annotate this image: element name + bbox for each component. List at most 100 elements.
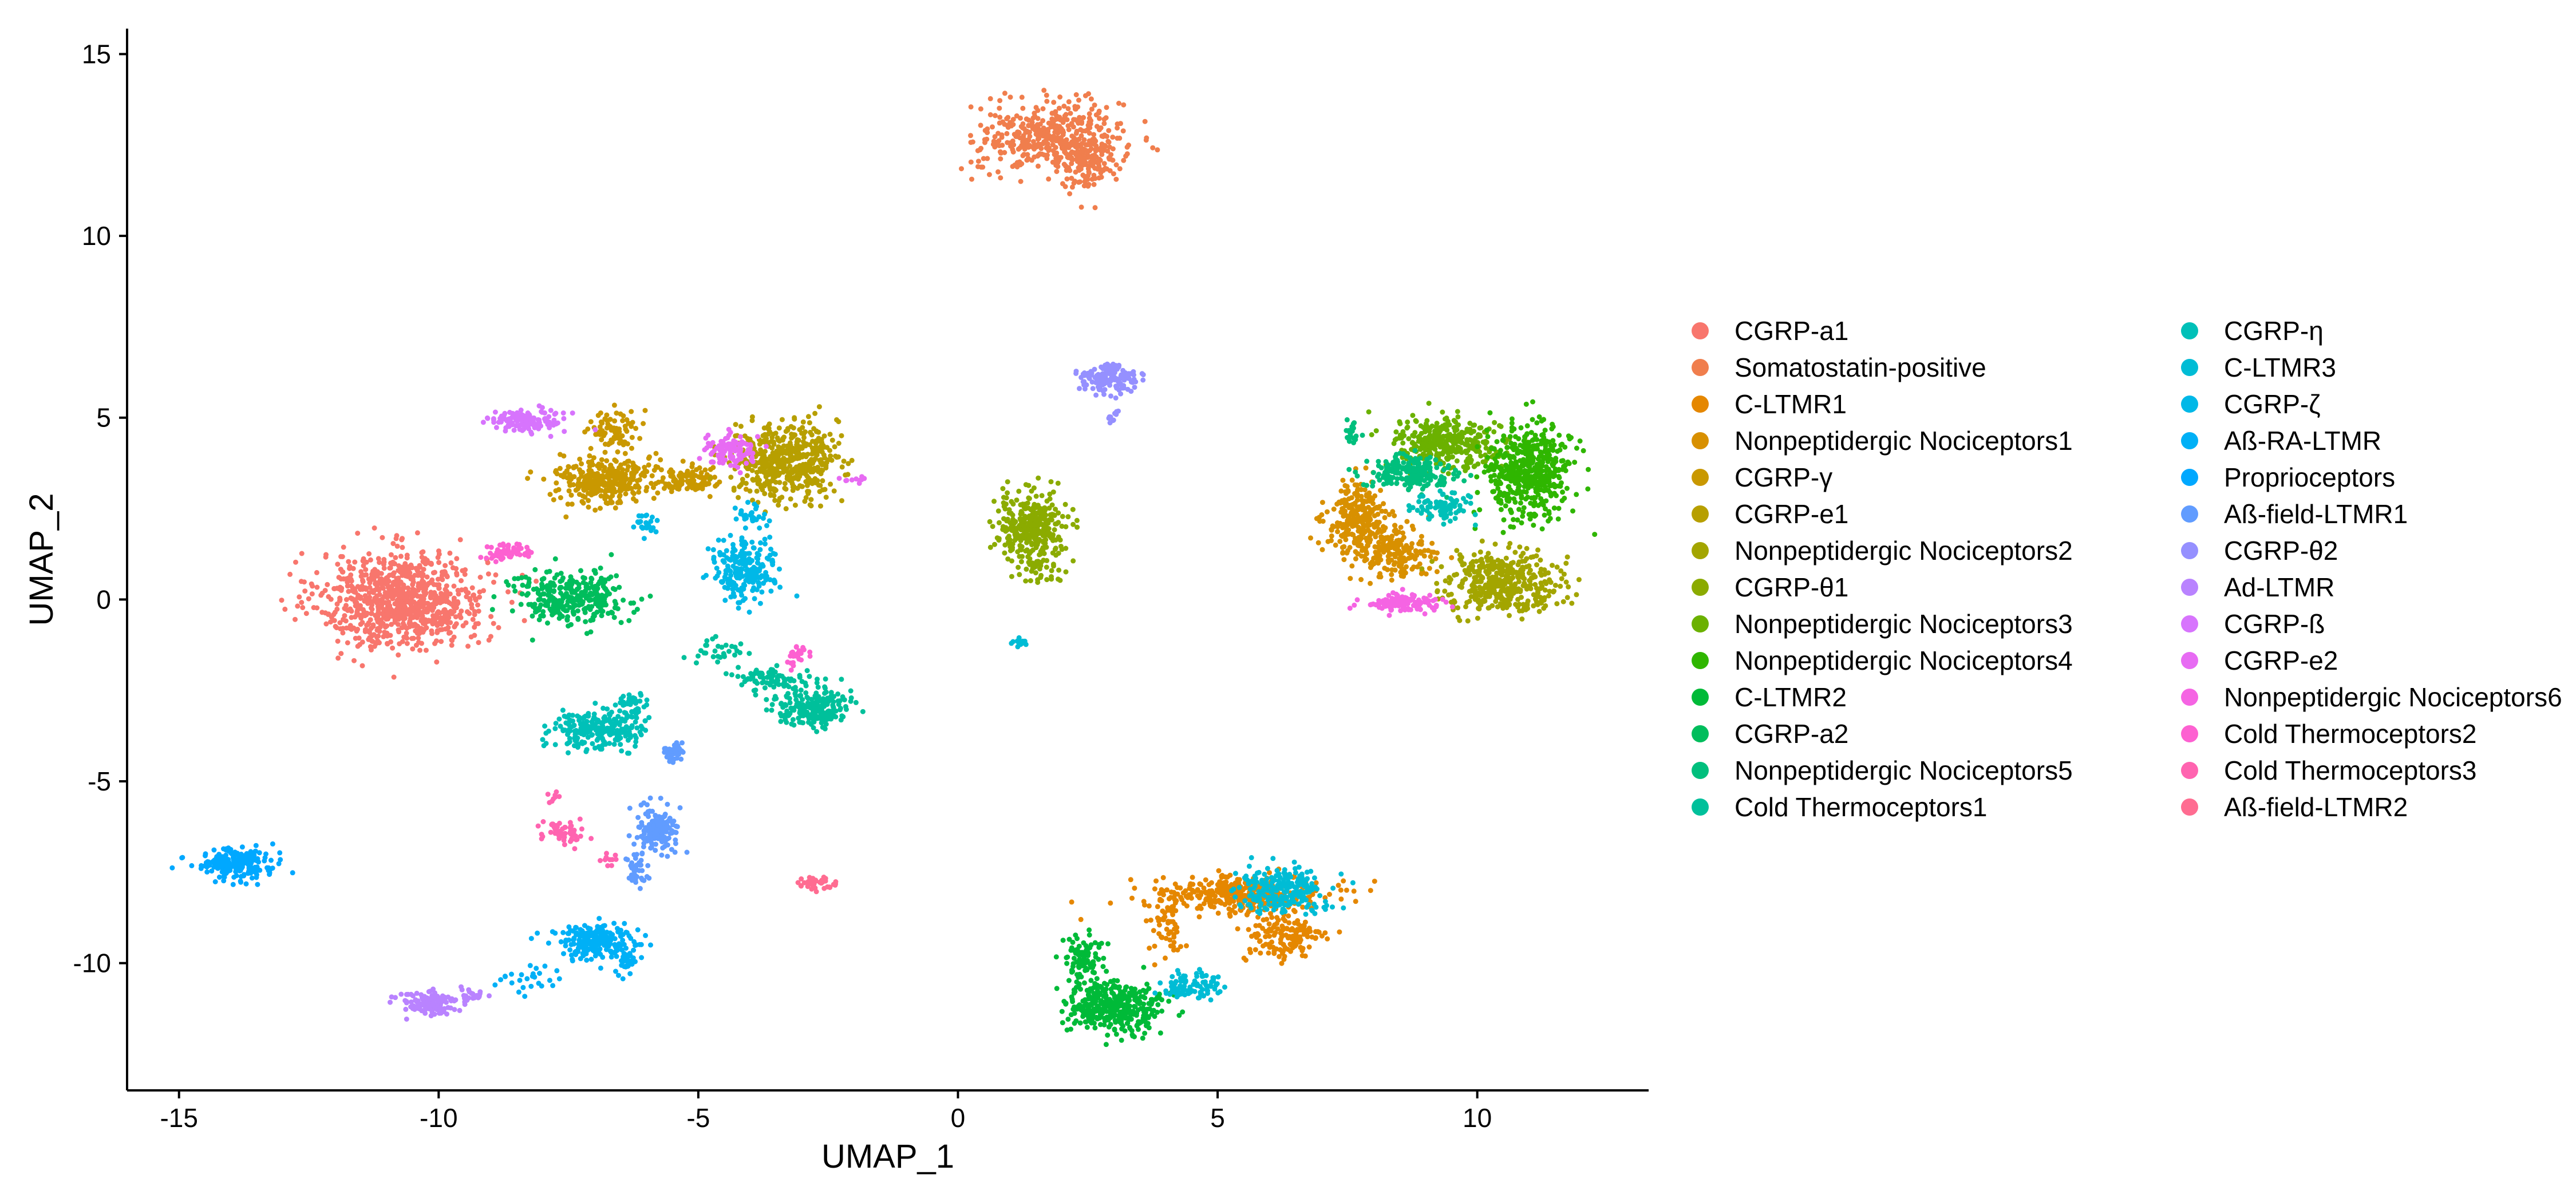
data-point	[1558, 480, 1564, 486]
data-point	[1447, 454, 1453, 460]
data-point	[1469, 583, 1475, 588]
data-point	[1026, 483, 1032, 488]
data-point	[297, 594, 302, 600]
data-point	[1267, 943, 1273, 949]
data-point	[370, 624, 376, 629]
data-point	[1066, 165, 1072, 171]
data-point	[1564, 485, 1570, 491]
data-point	[642, 408, 648, 413]
data-point	[1477, 432, 1483, 438]
data-point	[633, 498, 639, 504]
data-point	[1107, 168, 1113, 173]
data-point	[754, 488, 760, 494]
data-point	[1217, 879, 1223, 885]
data-point	[762, 456, 767, 461]
data-point	[1279, 923, 1285, 929]
data-point	[1089, 106, 1095, 112]
data-point	[1113, 162, 1119, 168]
data-point	[1160, 875, 1166, 880]
data-point	[1401, 535, 1406, 540]
data-point	[1354, 507, 1360, 513]
data-point	[1070, 521, 1076, 527]
data-point	[1056, 551, 1061, 556]
data-point	[799, 430, 804, 436]
data-point	[565, 501, 571, 507]
data-point	[1465, 618, 1471, 624]
data-point	[1183, 888, 1188, 893]
data-point	[1155, 147, 1160, 153]
data-point	[1362, 487, 1368, 493]
data-point	[1035, 519, 1041, 524]
data-point	[1086, 131, 1092, 136]
data-point	[1540, 597, 1546, 603]
data-point	[1340, 506, 1345, 512]
data-point	[1157, 891, 1163, 896]
data-point	[1288, 927, 1293, 933]
data-point	[473, 621, 479, 627]
data-point	[421, 627, 426, 632]
data-point	[1459, 555, 1464, 560]
data-point	[1018, 511, 1024, 517]
data-point	[1168, 895, 1174, 900]
data-point	[397, 567, 402, 573]
data-point	[1517, 544, 1523, 550]
data-point	[649, 473, 655, 479]
data-point	[1333, 542, 1338, 548]
data-point	[346, 588, 351, 594]
data-point	[651, 485, 656, 491]
data-point	[1093, 112, 1099, 118]
data-point	[1050, 550, 1056, 556]
data-point	[444, 573, 449, 578]
data-point	[477, 594, 483, 600]
data-point	[557, 465, 563, 471]
data-point	[360, 579, 366, 584]
data-point	[1576, 577, 1582, 583]
data-point	[1500, 583, 1506, 589]
data-point	[453, 614, 459, 620]
data-point	[646, 462, 651, 468]
data-point	[613, 469, 619, 475]
data-point	[1368, 561, 1373, 567]
data-point	[387, 606, 393, 611]
data-point	[417, 581, 423, 587]
data-point	[728, 475, 734, 480]
data-point	[1424, 437, 1429, 443]
data-point	[805, 491, 811, 496]
data-point	[1510, 560, 1516, 566]
data-point	[1423, 571, 1429, 577]
data-point	[375, 614, 381, 619]
data-point	[815, 464, 820, 470]
data-point	[1342, 512, 1348, 518]
data-point	[335, 638, 341, 644]
data-point	[1417, 561, 1423, 567]
data-point	[1197, 881, 1203, 887]
data-point	[1086, 181, 1092, 187]
data-point	[1355, 543, 1361, 548]
data-point	[969, 176, 974, 182]
data-point	[425, 609, 430, 615]
data-point	[374, 627, 380, 633]
data-point	[1110, 135, 1116, 140]
data-point	[1322, 895, 1328, 900]
data-point	[1008, 94, 1013, 100]
data-point	[998, 150, 1003, 156]
data-point	[1392, 513, 1397, 519]
data-point	[1081, 147, 1086, 152]
data-point	[1000, 486, 1006, 492]
data-point	[1041, 88, 1047, 93]
data-point	[1399, 566, 1405, 571]
data-point	[1353, 549, 1358, 555]
data-point	[828, 481, 833, 487]
data-point	[336, 586, 342, 592]
data-point	[1336, 883, 1341, 888]
data-point	[998, 175, 1003, 181]
data-point	[975, 159, 981, 164]
data-point	[1536, 608, 1542, 614]
data-point	[491, 620, 496, 626]
data-point	[1350, 512, 1356, 518]
data-point	[1150, 145, 1156, 151]
data-point	[1037, 133, 1043, 139]
data-point	[1257, 923, 1262, 928]
data-point	[571, 482, 576, 488]
data-point	[1382, 508, 1388, 514]
